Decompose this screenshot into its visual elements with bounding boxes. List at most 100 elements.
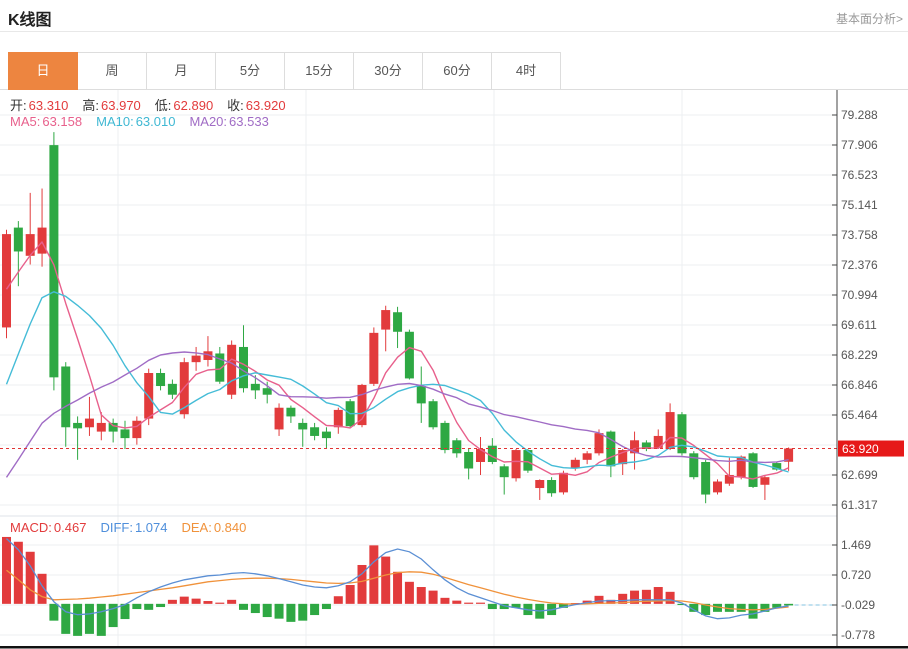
macd-bar	[606, 599, 616, 604]
candle-body	[167, 383, 177, 395]
candle-body	[523, 450, 533, 471]
macd-bar	[393, 571, 403, 604]
candle-body	[428, 401, 438, 428]
macd-bar	[440, 597, 450, 604]
legend-label: 开:	[10, 98, 27, 113]
candle-body	[701, 461, 711, 495]
legend-label: 低:	[154, 98, 172, 113]
candle-body	[262, 388, 272, 395]
candle-body	[760, 477, 770, 485]
legend-value: 63.010	[135, 114, 176, 129]
candle-body	[558, 472, 568, 493]
period-tab-4[interactable]: 5分	[215, 52, 285, 90]
axis-tick-label: 66.846	[841, 378, 878, 392]
macd-histogram	[2, 536, 794, 636]
macd-bar	[772, 603, 782, 608]
candle-body	[215, 353, 225, 382]
candle-body	[547, 480, 557, 494]
header-divider	[0, 31, 908, 32]
macd-bar	[784, 603, 794, 606]
macd-bar	[144, 603, 154, 610]
candle-body	[440, 422, 450, 451]
candle-body	[748, 453, 758, 487]
period-tab-3[interactable]: 月	[146, 52, 216, 90]
candle-body	[582, 453, 592, 460]
candle-body	[535, 480, 545, 489]
macd-bar	[381, 556, 391, 604]
macd-bar	[653, 587, 663, 604]
period-tab-5[interactable]: 15分	[284, 52, 354, 90]
macd-bar	[61, 603, 71, 634]
candle-body	[357, 384, 367, 426]
candle-body	[96, 422, 106, 432]
legend-label: 收:	[227, 98, 244, 113]
legend-label: DEA:	[181, 520, 212, 535]
candle-body	[369, 332, 379, 384]
macd-bar	[49, 603, 59, 621]
period-tab-1[interactable]: 日	[8, 52, 78, 90]
macd-bar	[558, 603, 568, 608]
axis-tick-label: 69.611	[841, 318, 877, 332]
legend-value: 0.467	[53, 520, 87, 535]
axis-tick-label: 62.699	[841, 468, 878, 482]
candle-body	[713, 481, 722, 493]
period-tab-7[interactable]: 60分	[422, 52, 492, 90]
ma20-line	[5, 351, 789, 478]
macd-bar	[689, 603, 699, 612]
macd-bar	[630, 590, 640, 604]
axis-tick-label: -0.778	[841, 628, 875, 642]
candle-body	[487, 445, 497, 462]
grid	[0, 90, 837, 646]
candle-body	[108, 422, 118, 432]
candle-body	[677, 414, 687, 454]
legend-ohlc-item: 高: 63.970	[82, 98, 140, 113]
macd-bar	[108, 603, 118, 628]
legend-label: 高:	[82, 98, 100, 113]
candle-body	[227, 344, 237, 395]
legend-value: 63.533	[229, 114, 269, 129]
candle-body	[393, 312, 403, 332]
candle-body	[239, 346, 248, 389]
legend-label: DIFF:	[100, 520, 133, 535]
candle-body	[61, 366, 71, 428]
period-tab-2[interactable]: 周	[77, 52, 147, 90]
candle-body	[464, 452, 474, 469]
macd-bar	[120, 603, 130, 620]
macd-bar	[84, 603, 94, 634]
macd-bar	[618, 593, 628, 604]
macd-bar	[167, 599, 177, 604]
candle-body	[452, 440, 462, 454]
candle-body	[476, 448, 485, 462]
candle-body	[203, 351, 213, 360]
candle-body	[2, 234, 11, 328]
macd-bar	[760, 603, 770, 612]
macd-bar	[345, 585, 355, 604]
period-tab-6[interactable]: 30分	[353, 52, 423, 90]
legend-ma-item: MA5: 63.158	[10, 114, 82, 129]
macd-bar	[594, 595, 604, 604]
legend-macd-item: DEA: 0.840	[181, 520, 246, 535]
candle-body	[404, 331, 414, 379]
macd-bar	[274, 603, 284, 619]
macd-bar	[701, 603, 711, 616]
legend-label: MA10:	[96, 114, 134, 129]
macd-bar	[262, 603, 272, 618]
axis-tick-label: 0.720	[841, 568, 871, 582]
fundamental-analysis-link[interactable]: 基本面分析>	[835, 12, 903, 26]
axis-tick-label: 1.469	[841, 538, 871, 552]
axis-tick-label: 70.994	[841, 288, 878, 302]
ma-legend: MA5: 63.158 MA10: 63.010 MA20: 63.533	[10, 114, 283, 129]
candle-body	[298, 422, 308, 430]
axis-tick-label: -0.029	[841, 598, 875, 612]
macd-bar	[416, 587, 426, 604]
candle-body	[310, 427, 320, 436]
macd-bar	[464, 602, 474, 604]
candle-body	[381, 310, 391, 330]
period-tab-8[interactable]: 4时	[491, 52, 561, 90]
axis-tick-label: 73.758	[841, 228, 878, 242]
candle-body	[630, 440, 640, 454]
macd-bar	[239, 603, 248, 610]
dea-line	[6, 569, 789, 611]
ma5-line	[5, 241, 789, 480]
